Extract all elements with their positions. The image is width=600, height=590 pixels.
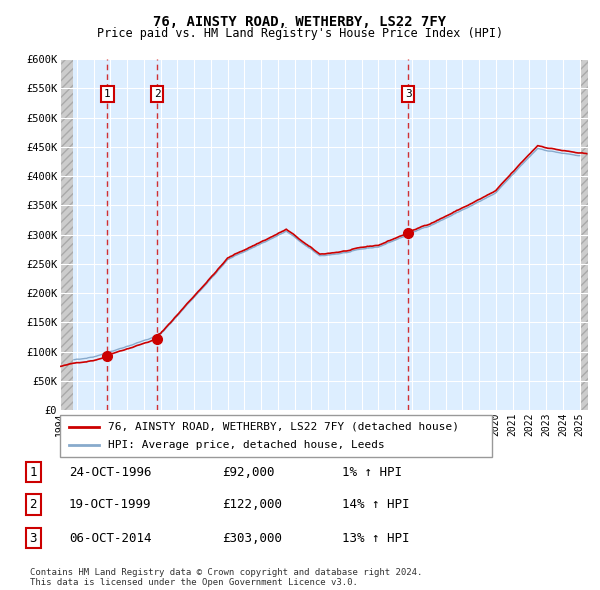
Text: 76, AINSTY ROAD, WETHERBY, LS22 7FY (detached house): 76, AINSTY ROAD, WETHERBY, LS22 7FY (det… <box>107 422 458 432</box>
Text: Contains HM Land Registry data © Crown copyright and database right 2024.
This d: Contains HM Land Registry data © Crown c… <box>30 568 422 587</box>
FancyBboxPatch shape <box>60 415 492 457</box>
Text: 14% ↑ HPI: 14% ↑ HPI <box>342 498 409 511</box>
Text: 2: 2 <box>154 89 161 99</box>
Text: £92,000: £92,000 <box>222 466 275 478</box>
Text: Price paid vs. HM Land Registry's House Price Index (HPI): Price paid vs. HM Land Registry's House … <box>97 27 503 40</box>
Text: 1: 1 <box>29 466 37 478</box>
Text: £303,000: £303,000 <box>222 532 282 545</box>
Bar <box>60 59 73 410</box>
Text: 2: 2 <box>29 498 37 511</box>
Bar <box>580 59 588 410</box>
Text: 76, AINSTY ROAD, WETHERBY, LS22 7FY: 76, AINSTY ROAD, WETHERBY, LS22 7FY <box>154 15 446 29</box>
Text: £122,000: £122,000 <box>222 498 282 511</box>
Text: 13% ↑ HPI: 13% ↑ HPI <box>342 532 409 545</box>
Text: HPI: Average price, detached house, Leeds: HPI: Average price, detached house, Leed… <box>107 440 384 450</box>
Text: 1: 1 <box>104 89 111 99</box>
Text: 06-OCT-2014: 06-OCT-2014 <box>69 532 151 545</box>
Text: 3: 3 <box>29 532 37 545</box>
Text: 19-OCT-1999: 19-OCT-1999 <box>69 498 151 511</box>
Text: 24-OCT-1996: 24-OCT-1996 <box>69 466 151 478</box>
Text: 3: 3 <box>405 89 412 99</box>
Text: 1% ↑ HPI: 1% ↑ HPI <box>342 466 402 478</box>
